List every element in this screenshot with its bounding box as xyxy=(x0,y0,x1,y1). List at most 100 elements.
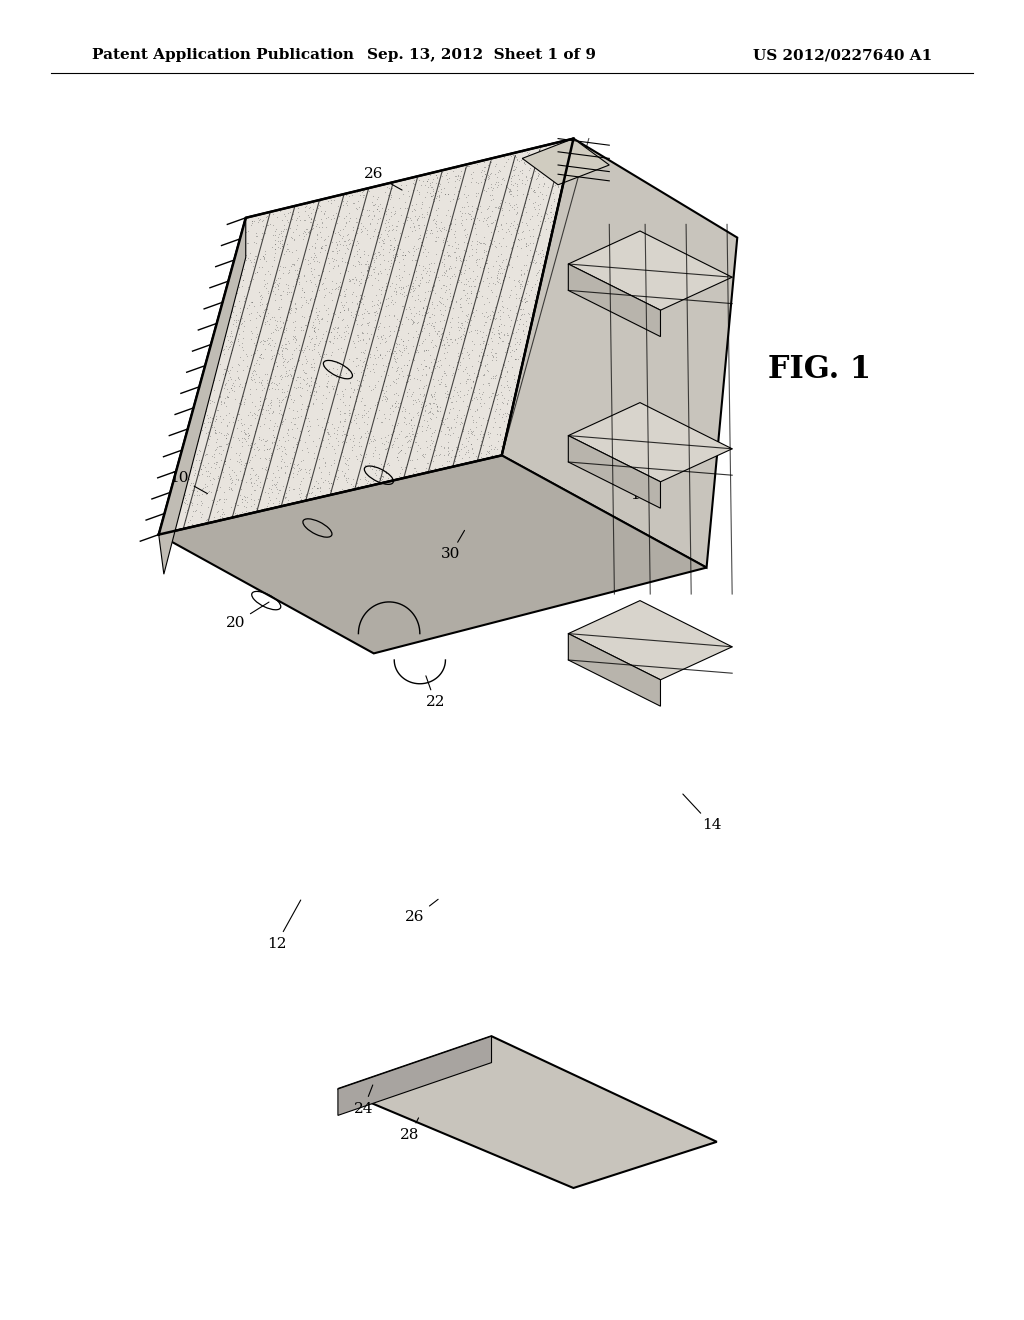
Point xyxy=(300,326,316,347)
Point xyxy=(267,276,284,297)
Point xyxy=(440,183,457,205)
Point xyxy=(418,339,434,360)
Point xyxy=(348,347,365,368)
Point xyxy=(338,319,354,341)
Point xyxy=(470,345,486,366)
Point xyxy=(357,269,374,290)
Point xyxy=(479,257,496,279)
Point xyxy=(246,433,262,454)
Point xyxy=(452,380,468,401)
Point xyxy=(314,327,331,348)
Point xyxy=(411,404,427,425)
Point xyxy=(349,325,366,346)
Point xyxy=(379,388,395,409)
Point xyxy=(546,189,562,210)
Point xyxy=(285,253,301,275)
Point xyxy=(450,234,466,255)
Point xyxy=(421,308,437,329)
Point xyxy=(306,321,323,342)
Point xyxy=(388,372,404,393)
Point xyxy=(393,345,410,366)
Point xyxy=(271,372,288,393)
Point xyxy=(404,383,421,404)
Point xyxy=(401,216,418,238)
Point xyxy=(412,218,428,239)
Point xyxy=(426,275,442,296)
Point xyxy=(340,223,356,244)
Point xyxy=(416,446,432,467)
Point xyxy=(349,232,366,253)
Polygon shape xyxy=(338,1036,717,1188)
Point xyxy=(234,488,251,510)
Point xyxy=(374,197,390,218)
Point xyxy=(430,181,446,202)
Point xyxy=(331,276,347,297)
Point xyxy=(231,323,248,345)
Point xyxy=(212,477,228,498)
Point xyxy=(367,395,383,416)
Point xyxy=(392,462,409,483)
Point xyxy=(239,343,255,364)
Point xyxy=(483,438,500,459)
Point xyxy=(338,183,354,205)
Point xyxy=(536,166,552,187)
Point xyxy=(248,232,264,253)
Point xyxy=(202,425,218,446)
Point xyxy=(365,425,381,446)
Point xyxy=(271,298,288,319)
Point xyxy=(378,272,394,293)
Point xyxy=(244,446,260,467)
Point xyxy=(497,259,513,280)
Text: 20: 20 xyxy=(225,602,269,630)
Point xyxy=(274,381,291,403)
Point xyxy=(210,326,226,347)
Polygon shape xyxy=(522,139,609,185)
Point xyxy=(492,399,508,420)
Point xyxy=(422,173,438,194)
Point xyxy=(350,209,367,230)
Point xyxy=(234,327,251,348)
Point xyxy=(447,376,464,397)
Point xyxy=(452,372,468,393)
Point xyxy=(524,153,541,174)
Point xyxy=(504,165,520,186)
Point xyxy=(420,403,436,424)
Point xyxy=(294,306,310,327)
Point xyxy=(358,261,375,282)
Point xyxy=(480,165,497,186)
Point xyxy=(539,154,555,176)
Point xyxy=(291,257,307,279)
Point xyxy=(457,451,473,473)
Point xyxy=(421,322,437,343)
Point xyxy=(351,285,368,306)
Point xyxy=(384,414,400,436)
Point xyxy=(503,183,519,205)
Point xyxy=(181,474,198,495)
Point xyxy=(495,168,511,189)
Point xyxy=(253,256,269,277)
Point xyxy=(247,500,263,521)
Point xyxy=(509,185,525,206)
Point xyxy=(310,216,327,238)
Point xyxy=(296,286,312,308)
Point xyxy=(307,317,324,338)
Point xyxy=(216,480,232,502)
Point xyxy=(415,330,431,351)
Point xyxy=(439,246,456,267)
Point xyxy=(298,292,314,313)
Point xyxy=(429,395,445,416)
Point xyxy=(338,470,354,491)
Point xyxy=(229,450,246,471)
Point xyxy=(525,232,542,253)
Point xyxy=(174,475,190,496)
Point xyxy=(364,430,380,451)
Point xyxy=(310,335,327,356)
Point xyxy=(332,219,348,240)
Point xyxy=(352,391,369,412)
Point xyxy=(446,177,463,198)
Point xyxy=(398,174,415,195)
Point xyxy=(302,300,318,321)
Point xyxy=(447,290,464,312)
Point xyxy=(274,339,291,360)
Point xyxy=(395,354,412,375)
